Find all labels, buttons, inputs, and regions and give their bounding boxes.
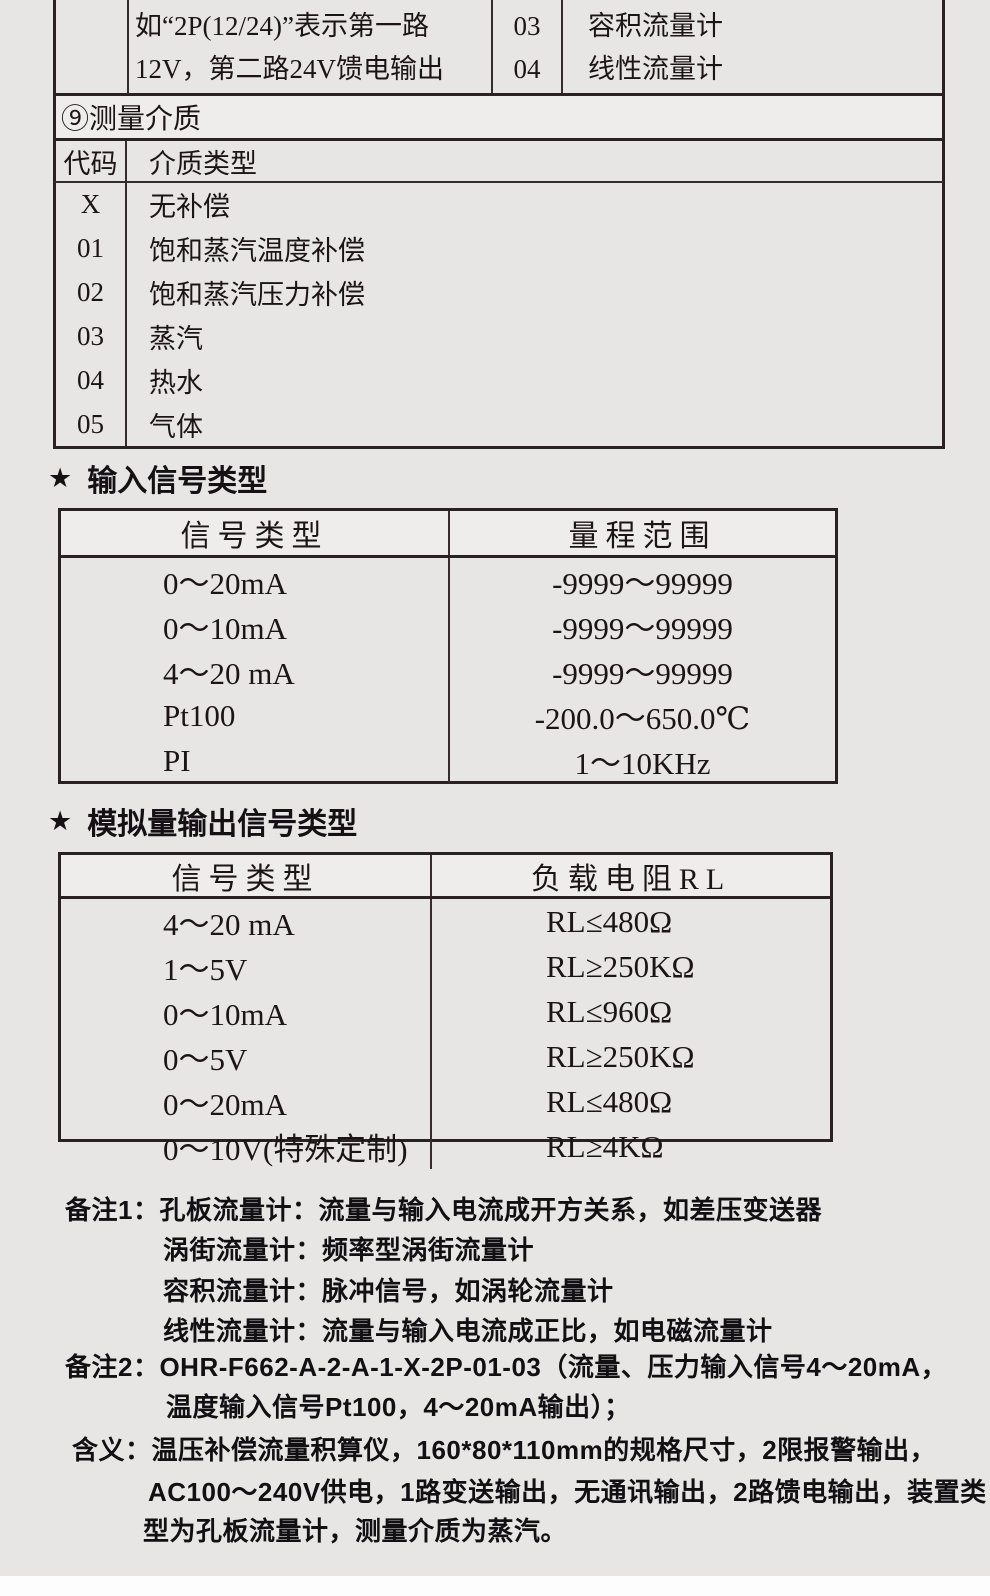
feed-note-line: 12V，第二路24V馈电输出 — [135, 54, 444, 84]
input-header-range: 量程范围 — [568, 520, 717, 553]
remark-line: 备注2：OHR-F662-A-2-A-1-X-2P-01-03（流量、压力输入信… — [65, 1352, 948, 1382]
signal-type: 0～10V(特殊定制) — [61, 1124, 432, 1169]
feed-code: 03 — [513, 11, 541, 41]
feed-table-note-cell: 如“2P(12/24)”表示第一路 12V，第二路24V馈电输出 — [129, 0, 493, 93]
medium-table-body: X 无补偿 01 饱和蒸汽温度补偿 02 饱和蒸汽压力补偿 03 蒸汽 04 热… — [53, 183, 945, 449]
table-row: 0～10mA -9999～99999 — [61, 603, 835, 648]
remark-line: 涡街流量计：频率型涡街流量计 — [163, 1235, 535, 1265]
signal-range: -9999～99999 — [552, 611, 733, 646]
feed-type: 容积流量计 — [588, 11, 723, 41]
load-resistance: RL≤480Ω — [546, 903, 673, 939]
remark-line: AC100～240V供电，1路变送输出，无通讯输出，2路馈电输出，装置类 — [148, 1477, 987, 1507]
medium-code: X — [56, 183, 127, 227]
table-row: 0～20mA -9999～99999 — [61, 558, 835, 603]
remark-line: 容积流量计：脉冲信号，如涡轮流量计 — [163, 1276, 614, 1306]
signal-type: 1～5V — [61, 944, 432, 989]
input-table-header: 信号类型 量程范围 — [61, 511, 835, 558]
load-resistance: RL≤480Ω — [546, 1083, 673, 1119]
medium-type: 热水 — [149, 367, 203, 398]
table-row: 04 热水 — [56, 358, 942, 403]
signal-type: PI — [61, 738, 450, 783]
table-row: PI 1～10KHz — [61, 738, 835, 783]
output-signal-table: 信号类型 负载电阻RL 4～20 mA RL≤480Ω 1～5V RL≥250K… — [58, 852, 833, 1169]
load-resistance: RL≤960Ω — [546, 993, 673, 1029]
medium-type: 饱和蒸汽温度补偿 — [149, 236, 365, 267]
table-row: 01 饱和蒸汽温度补偿 — [56, 226, 942, 271]
page-bottom-strip — [0, 1576, 990, 1596]
input-header-type: 信号类型 — [61, 511, 450, 555]
medium-code: 01 — [56, 226, 127, 271]
medium-section-title: ⑨测量介质 — [61, 104, 202, 135]
medium-type: 无补偿 — [149, 192, 230, 223]
signal-type: 0～10mA — [61, 603, 450, 648]
remark-line: 型为孔板流量计，测量介质为蒸汽。 — [143, 1516, 568, 1546]
table-row: X 无补偿 — [56, 183, 942, 227]
table-row: 05 气体 — [56, 402, 942, 446]
output-signal-heading-label: 模拟量输出信号类型 — [87, 808, 358, 841]
feed-table-empty-cell — [56, 0, 129, 93]
medium-table-header: 代码 介质类型 — [53, 141, 945, 183]
signal-type: 4～20 mA — [61, 648, 450, 693]
medium-type: 蒸汽 — [149, 323, 203, 354]
table-row: 02 饱和蒸汽压力补偿 — [56, 270, 942, 315]
output-table-header: 信号类型 负载电阻RL — [61, 855, 830, 899]
table-row: 0～20mA RL≤480Ω — [61, 1079, 830, 1124]
remark-line: 备注1：孔板流量计：流量与输入电流成开方关系，如差压变送器 — [65, 1195, 822, 1225]
output-signal-heading: ★ 模拟量输出信号类型 — [48, 803, 357, 842]
input-signal-heading-label: 输入信号类型 — [87, 465, 268, 498]
feed-output-table: 如“2P(12/24)”表示第一路 12V，第二路24V馈电输出 03 04 容… — [53, 0, 945, 96]
input-signal-table: 信号类型 量程范围 0～20mA -9999～99999 0～10mA -999… — [58, 508, 838, 784]
medium-code: 05 — [56, 402, 127, 446]
table-row: 0～5V RL≥250KΩ — [61, 1034, 830, 1079]
table-row: 1～5V RL≥250KΩ — [61, 944, 830, 989]
table-row: 03 蒸汽 — [56, 314, 942, 359]
feed-table-code-column: 03 04 — [493, 0, 563, 93]
medium-type: 气体 — [149, 411, 203, 442]
signal-type: 0～20mA — [61, 558, 450, 603]
signal-type: 0～10mA — [61, 989, 432, 1034]
table-row: 4～20 mA RL≤480Ω — [61, 899, 830, 944]
load-resistance: RL≥250KΩ — [546, 948, 695, 984]
signal-range: -200.0～650.0℃ — [534, 701, 751, 736]
input-table-body: 0～20mA -9999～99999 0～10mA -9999～99999 4～… — [61, 558, 835, 783]
medium-type: 饱和蒸汽压力补偿 — [149, 280, 365, 311]
signal-range: 1～10KHz — [574, 746, 711, 781]
signal-type: Pt100 — [61, 693, 450, 738]
load-resistance: RL≥4KΩ — [546, 1128, 664, 1164]
output-header-load: 负载电阻RL — [530, 862, 732, 896]
output-table-body: 4～20 mA RL≤480Ω 1～5V RL≥250KΩ 0～10mA RL≤… — [61, 899, 830, 1169]
feed-note-line: 如“2P(12/24)”表示第一路 — [135, 11, 429, 41]
table-row: 0～10mA RL≤960Ω — [61, 989, 830, 1034]
output-header-type: 信号类型 — [61, 855, 432, 896]
signal-type: 4～20 mA — [61, 899, 432, 944]
feed-table-type-column: 容积流量计 线性流量计 — [563, 0, 942, 93]
remark-line: 含义：温压补偿流量积算仪，160*80*110mm的规格尺寸，2限报警输出， — [72, 1435, 937, 1465]
medium-code: 03 — [56, 314, 127, 359]
table-row: Pt100 -200.0～650.0℃ — [61, 693, 835, 738]
medium-code: 02 — [56, 270, 127, 315]
star-icon: ★ — [48, 462, 73, 493]
table-row: 4～20 mA -9999～99999 — [61, 648, 835, 693]
medium-code: 04 — [56, 358, 127, 403]
table-row: 0～10V(特殊定制) RL≥4KΩ — [61, 1124, 830, 1169]
signal-range: -9999～99999 — [552, 566, 733, 601]
signal-range: -9999～99999 — [552, 656, 733, 691]
feed-code: 04 — [513, 54, 541, 84]
load-resistance: RL≥250KΩ — [546, 1038, 695, 1074]
signal-type: 0～20mA — [61, 1079, 432, 1124]
remark-line: 温度输入信号Pt100，4～20mA输出）； — [166, 1392, 631, 1422]
medium-header-type: 介质类型 — [149, 148, 257, 179]
medium-section-caption: ⑨测量介质 — [53, 96, 945, 141]
feed-type: 线性流量计 — [588, 54, 723, 84]
remark-line: 线性流量计：流量与输入电流成正比，如电磁流量计 — [163, 1316, 773, 1346]
signal-type: 0～5V — [61, 1034, 432, 1079]
star-icon: ★ — [48, 805, 73, 836]
medium-header-code: 代码 — [56, 141, 127, 181]
input-signal-heading: ★ 输入信号类型 — [48, 460, 267, 499]
